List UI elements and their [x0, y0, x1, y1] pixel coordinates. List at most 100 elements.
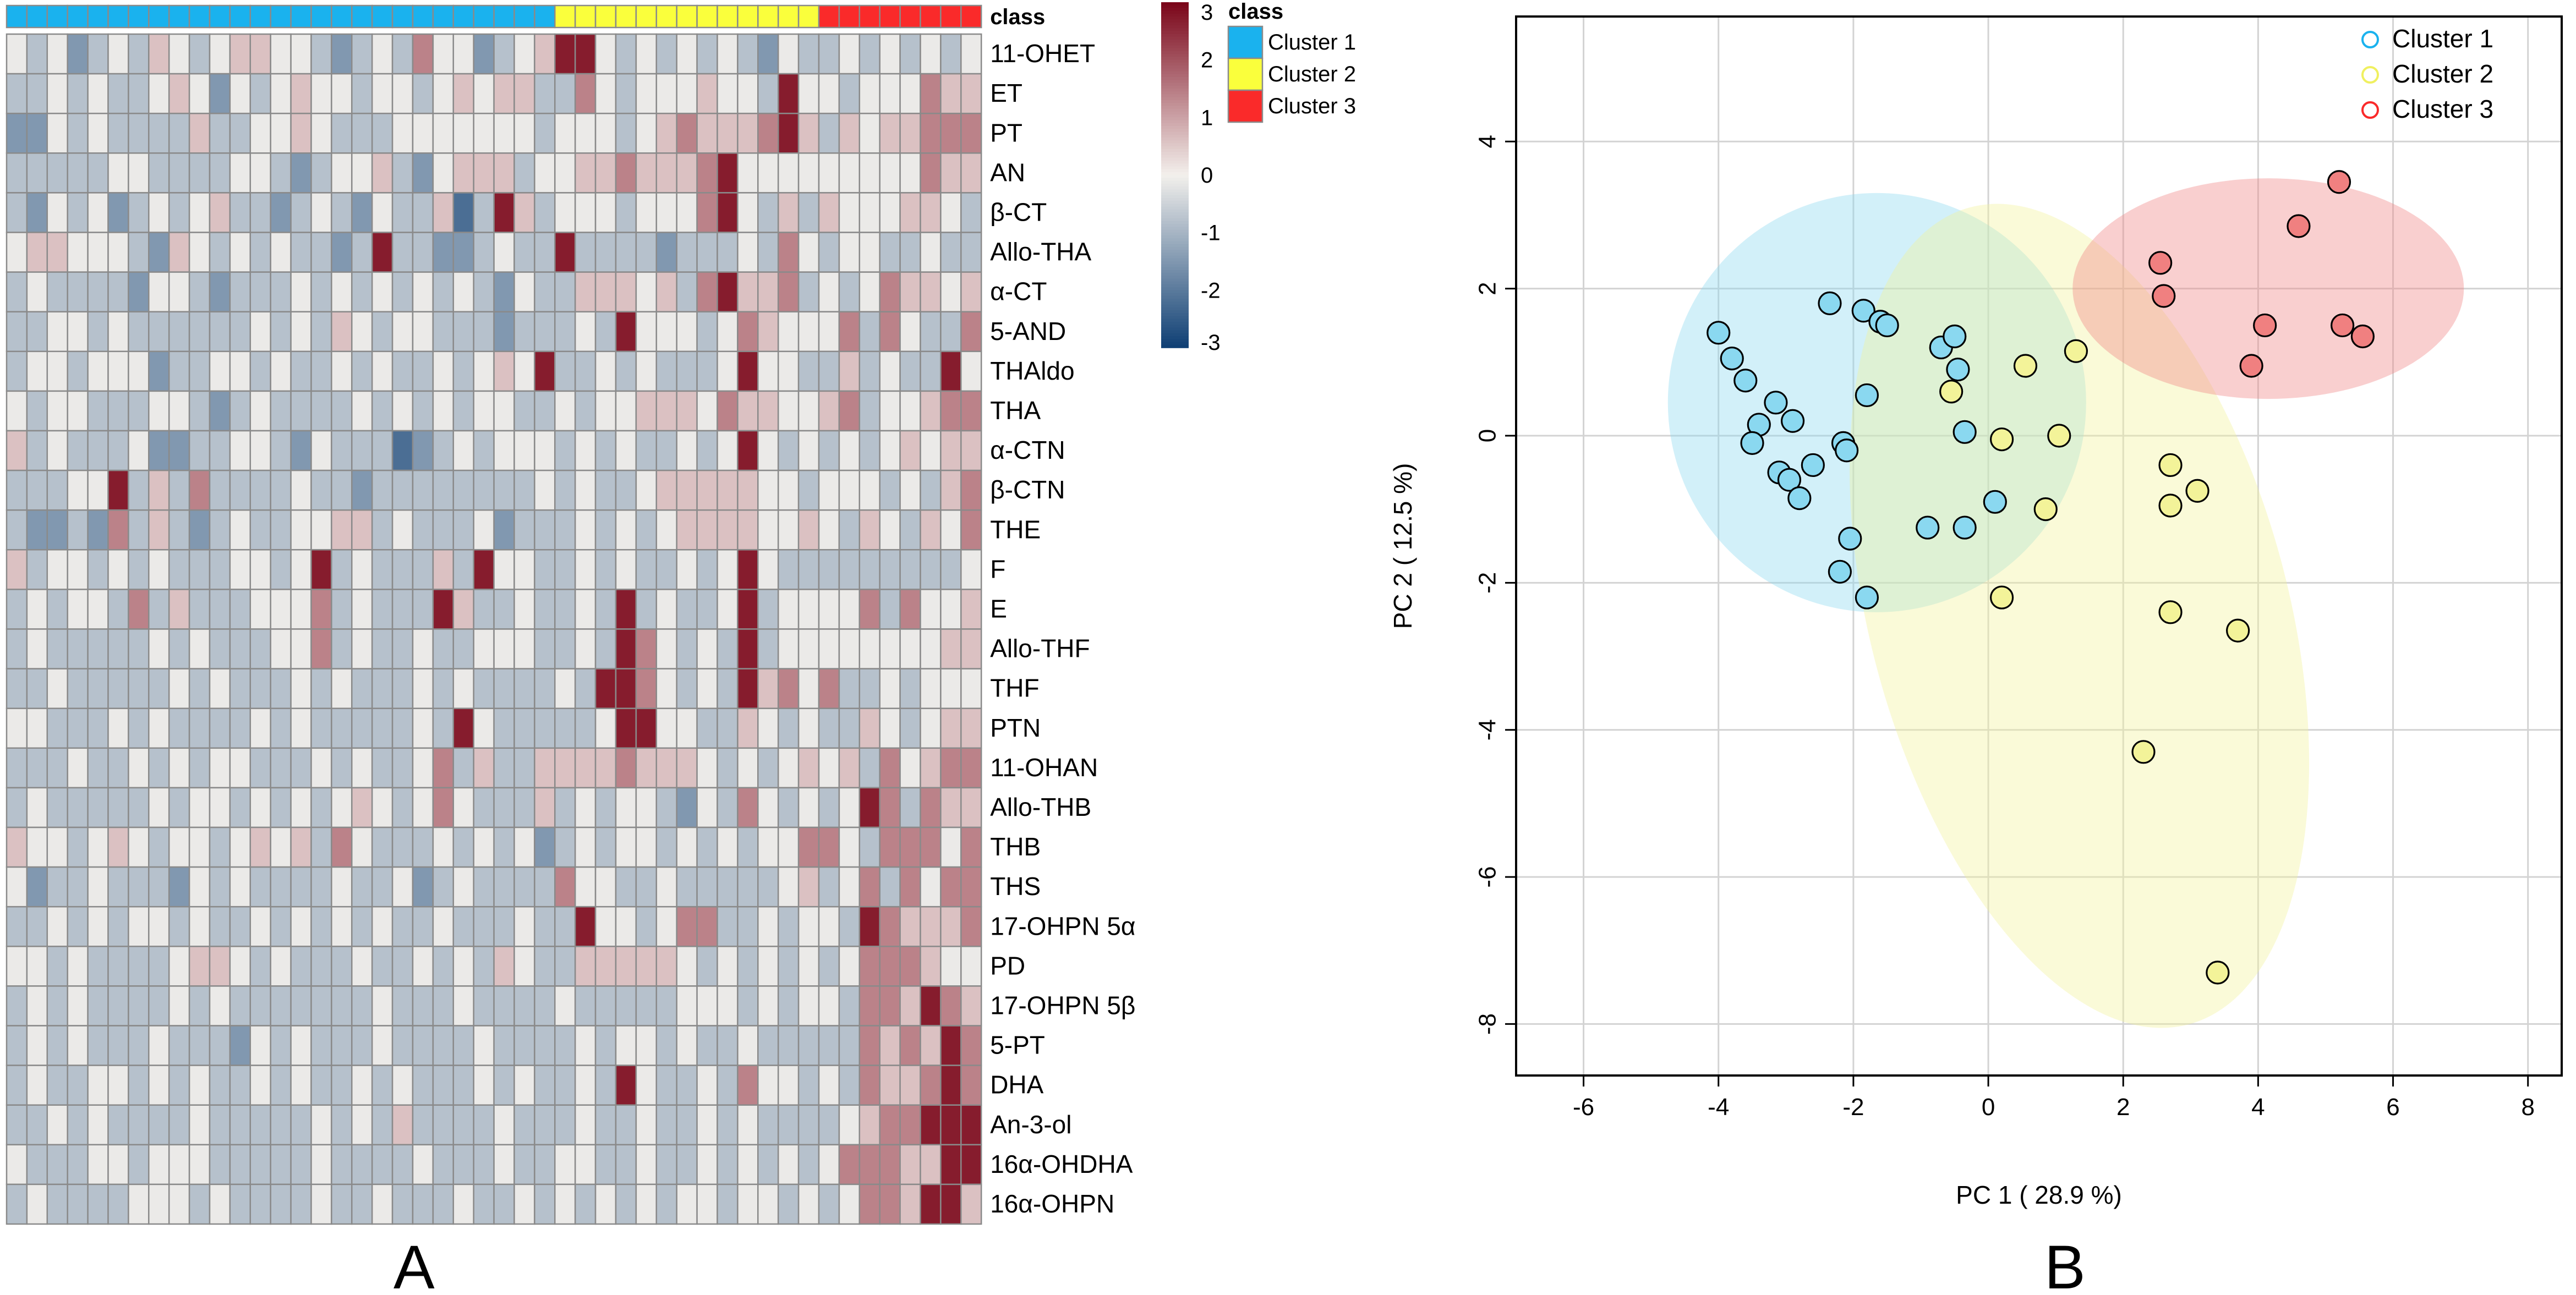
- heatmap-cell: [371, 232, 393, 273]
- heatmap-cell: [635, 707, 658, 749]
- heatmap-cell: [412, 668, 434, 709]
- heatmap-cell: [940, 430, 962, 471]
- heatmap-cell: [229, 668, 251, 709]
- heatmap-cell: [493, 906, 515, 947]
- heatmap-cell: [777, 112, 800, 154]
- heatmap-cell: [310, 906, 332, 947]
- heatmap-cell: [513, 152, 535, 194]
- heatmap-cell: [107, 509, 129, 551]
- heatmap-cell: [270, 747, 292, 789]
- heatmap-cell: [452, 390, 474, 432]
- heatmap-cell: [391, 589, 414, 630]
- color-scale-tick: 0: [1201, 163, 1213, 188]
- heatmap-cell: [128, 192, 150, 233]
- heatmap-cell: [960, 112, 982, 154]
- heatmap-cell: [371, 866, 393, 908]
- x-tick-label: 6: [2386, 1094, 2399, 1121]
- color-scale-step: [1161, 264, 1189, 268]
- heatmap-cell: [513, 1183, 535, 1225]
- heatmap-cell: [209, 192, 231, 233]
- heatmap-cell: [594, 1183, 617, 1225]
- heatmap-cell: [412, 707, 434, 749]
- heatmap-cell: [148, 826, 170, 868]
- heatmap-cell: [879, 906, 901, 947]
- heatmap-cell: [229, 589, 251, 630]
- heatmap-cell: [6, 469, 28, 511]
- heatmap-cell: [331, 549, 353, 590]
- heatmap-cell: [46, 1104, 68, 1146]
- heatmap-cell: [777, 549, 800, 590]
- heatmap-cell: [229, 152, 251, 194]
- heatmap-cell: [26, 350, 48, 392]
- heatmap-cell: [899, 350, 921, 392]
- heatmap-cell: [371, 311, 393, 353]
- color-scale-step: [1161, 258, 1189, 262]
- heatmap-cell: [513, 946, 535, 987]
- heatmap-cell: [412, 390, 434, 432]
- heatmap-cell: [960, 1025, 982, 1066]
- heatmap-cell: [960, 311, 982, 353]
- heatmap-cell: [290, 707, 312, 749]
- heatmap-cell: [473, 906, 495, 947]
- heatmap-cell: [696, 311, 718, 353]
- heatmap-cell: [777, 787, 800, 828]
- heatmap-cell: [717, 390, 739, 432]
- heatmap-cell: [310, 866, 332, 908]
- heatmap-cell: [676, 192, 698, 233]
- heatmap-cell: [87, 350, 109, 392]
- heatmap-cell: [270, 707, 292, 749]
- heatmap-cell: [432, 826, 455, 868]
- heatmap-cell: [960, 1144, 982, 1186]
- heatmap-cell: [148, 628, 170, 670]
- heatmap-cell: [46, 232, 68, 273]
- heatmap-cell: [371, 350, 393, 392]
- heatmap-cell: [737, 707, 759, 749]
- heatmap-cell: [554, 906, 576, 947]
- legend-marker: [2361, 66, 2379, 84]
- heatmap-cell: [676, 787, 698, 828]
- color-scale-step: [1161, 295, 1189, 299]
- heatmap-cell: [797, 33, 820, 75]
- heatmap-cell: [960, 549, 982, 590]
- heatmap-cell: [574, 707, 597, 749]
- heatmap-cell: [574, 350, 597, 392]
- heatmap-cell: [67, 1104, 89, 1146]
- heatmap-cell: [635, 1104, 658, 1146]
- heatmap-cell: [960, 509, 982, 551]
- color-scale-step: [1161, 163, 1189, 167]
- heatmap-cell: [757, 112, 779, 154]
- heatmap-cell: [391, 469, 414, 511]
- heatmap-cell: [290, 985, 312, 1027]
- heatmap-cell: [737, 1064, 759, 1106]
- heatmap-cell: [797, 350, 820, 392]
- heatmap-cell: [310, 271, 332, 312]
- heatmap-cell: [209, 1183, 231, 1225]
- heatmap-cell: [757, 311, 779, 353]
- heatmap-cell: [594, 232, 617, 273]
- heatmap-cell: [168, 33, 190, 75]
- heatmap-cell: [168, 1064, 190, 1106]
- class-bar-cell: [87, 4, 109, 29]
- color-scale-step: [1161, 223, 1189, 227]
- heatmap-cell: [310, 747, 332, 789]
- heatmap-cell: [737, 826, 759, 868]
- heatmap-cell: [737, 1104, 759, 1146]
- heatmap-cell: [574, 628, 597, 670]
- heatmap-cell: [351, 826, 373, 868]
- class-annotation-bar: [6, 4, 982, 29]
- heatmap-cell: [513, 430, 535, 471]
- heatmap-cell: [107, 311, 129, 353]
- heatmap-cell: [635, 946, 658, 987]
- heatmap-cell: [513, 1025, 535, 1066]
- heatmap-cell: [797, 1025, 820, 1066]
- heatmap-cell: [391, 826, 414, 868]
- heatmap-cell: [574, 232, 597, 273]
- color-scale-step: [1161, 13, 1189, 17]
- heatmap-cell: [858, 589, 880, 630]
- heatmap-cell: [635, 747, 658, 789]
- heatmap-cell: [655, 33, 677, 75]
- scatter-point: [1787, 486, 1812, 511]
- color-scale-step: [1161, 175, 1189, 179]
- heatmap-cell: [920, 350, 942, 392]
- color-scale-step: [1161, 192, 1189, 196]
